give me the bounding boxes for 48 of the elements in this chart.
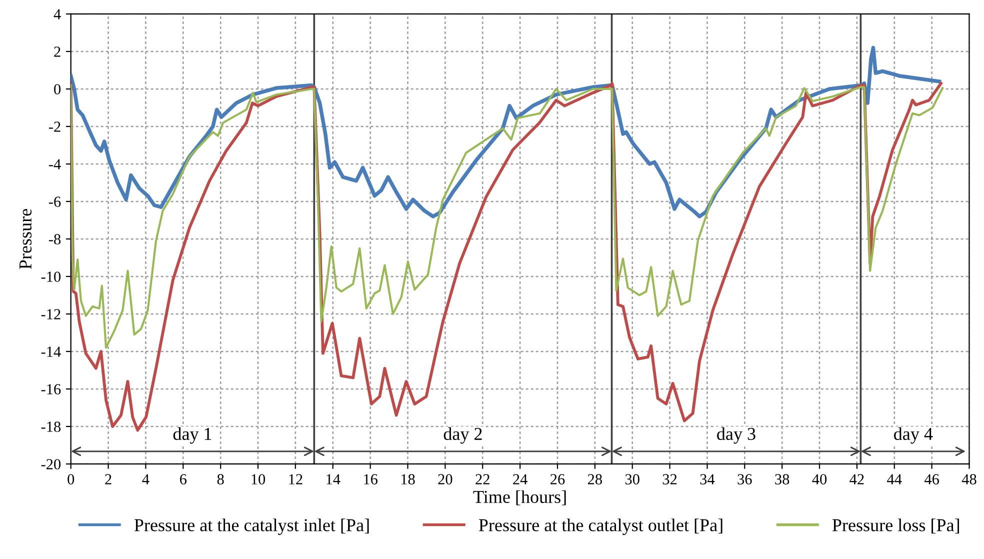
y-tick-label: 0 [54,84,61,94]
y-tick-label: -20 [41,459,61,470]
y-tick-label: -16 [41,384,61,394]
x-tick-label: 10 [252,474,266,484]
x-tick-label: 2 [105,474,112,484]
legend-label: Pressure at the catalyst outlet [Pa] [478,518,722,536]
x-tick-label: 24 [513,474,528,484]
y-tick-label: 4 [54,9,61,20]
x-tick-label: 6 [180,474,187,484]
x-tick-label: 16 [364,474,378,484]
x-tick-label: 46 [924,474,939,484]
legend-label: Pressure loss [Pa] [832,518,959,534]
x-tick-label: 0 [68,474,74,484]
x-tick-label: 40 [812,474,827,484]
annotation: day 3 [717,427,756,444]
x-axis-title: Time [hours] [473,490,566,506]
x-tick-label: 20 [438,474,452,484]
legend-label: Pressure at the catalyst inlet [Pa] [134,518,369,536]
annotation: day 2 [444,427,482,444]
y-tick-label: -18 [41,422,61,432]
x-tick-label: 30 [625,474,640,484]
annotation: day 4 [894,427,933,444]
y-tick-label: -14 [41,346,61,357]
y-tick-label: 2 [54,46,60,57]
x-tick-label: 14 [326,474,340,484]
x-tick-label: 42 [850,474,864,484]
x-tick-label: 44 [887,474,902,484]
x-tick-label: 8 [217,474,224,484]
y-axis-title: Pressure [20,209,32,270]
x-tick-label: 48 [962,474,976,484]
x-tick-label: 26 [550,474,565,484]
y-tick-label: -10 [41,272,61,282]
x-tick-label: 28 [588,474,602,484]
x-tick-label: 32 [662,474,677,484]
line-series [70,84,944,349]
annotation: day 1 [173,427,212,444]
x-tick-label: 12 [289,474,302,484]
y-tick-label: -6 [48,196,61,207]
x-tick-label: 4 [142,474,150,484]
x-tick-label: 34 [700,474,715,484]
x-tick-label: 22 [476,474,490,484]
y-tick-label: -4 [48,159,61,170]
x-tick-label: 18 [401,474,415,484]
x-tick-label: 38 [775,474,790,484]
x-tick-label: 36 [738,474,752,484]
y-tick-label: -2 [48,122,60,132]
y-tick-label: -12 [41,309,60,320]
y-tick-label: -8 [48,234,61,244]
